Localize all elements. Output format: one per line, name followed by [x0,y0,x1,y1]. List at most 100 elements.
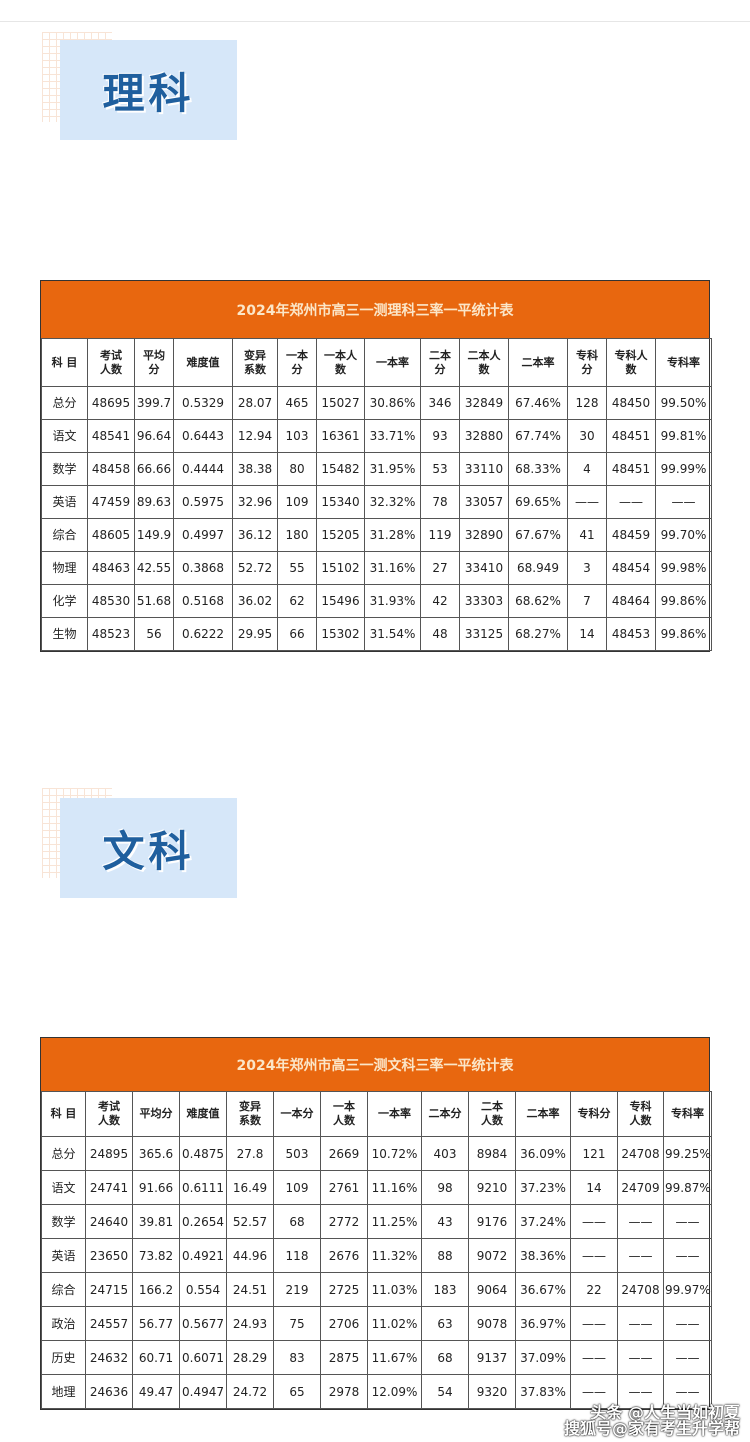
table-cell: 68 [273,1204,321,1239]
table-cell: 27.8 [226,1136,274,1171]
table-cell: 67.46% [508,386,568,420]
table-cell: 99.86% [655,584,712,618]
table-cell: 48530 [87,584,135,618]
column-header: 平均分 [132,1091,180,1137]
table-cell: 38.38 [232,452,278,486]
table-cell: 0.5975 [173,485,233,519]
table-cell: 28.07 [232,386,278,420]
table-cell: 99.25% [663,1136,712,1171]
table-cell: 9176 [468,1204,516,1239]
column-header: 二本 分 [420,338,460,387]
table-cell: 数学 [41,1204,86,1239]
table-cell: 2761 [320,1170,368,1205]
table-cell: 68.27% [508,617,568,651]
table-cell: 综合 [41,518,88,552]
table-cell: 24.72 [226,1374,274,1409]
table-cell: —— [570,1238,618,1273]
table-cell: 0.4997 [173,518,233,552]
table-cell: —— [617,1374,664,1409]
table-cell: —— [663,1374,712,1409]
table-cell: 4 [567,452,607,486]
table-cell: 11.02% [367,1306,422,1341]
column-header: 专科率 [663,1091,712,1137]
table-cell: 56 [134,617,174,651]
table-cell: 15205 [316,518,365,552]
table-cell: 109 [273,1170,321,1205]
table-cell: 38.36% [515,1238,571,1273]
table-cell: 15302 [316,617,365,651]
table-cell: 99.97% [663,1272,712,1307]
table-cell: 119 [420,518,460,552]
table-cell: 9064 [468,1272,516,1307]
table-cell: 99.81% [655,419,712,453]
table-cell: 24557 [85,1306,133,1341]
table-cell: —— [663,1306,712,1341]
column-header: 考试 人数 [85,1091,133,1137]
table-cell: 0.3868 [173,551,233,585]
table-cell: 15496 [316,584,365,618]
table-cell: 180 [277,518,317,552]
table-cell: 24741 [85,1170,133,1205]
table-cell: —— [567,485,607,519]
table-cell: 149.9 [134,518,174,552]
table-cell: 综合 [41,1272,86,1307]
column-header: 难度值 [179,1091,227,1137]
table-cell: 10.72% [367,1136,422,1171]
table-cell: 47459 [87,485,135,519]
section-header-science: 理科 [60,40,237,140]
table-cell: —— [617,1238,664,1273]
table-cell: 96.64 [134,419,174,453]
table-cell: 39.81 [132,1204,180,1239]
table-cell: 51.68 [134,584,174,618]
table-cell: 32880 [459,419,509,453]
table-cell: 63 [421,1306,469,1341]
table-row: 数学 24640 39.81 0.2654 52.57 68 2772 11.25% 43 917… [41,1204,712,1239]
table-row: 政治 24557 56.77 0.5677 24.93 75 2706 11.02% 63 907… [41,1306,712,1341]
table-cell: 37.24% [515,1204,571,1239]
table-cell: 14 [570,1170,618,1205]
column-header: 变异 系数 [232,338,278,387]
table-cell: 99.87% [663,1170,712,1205]
table-cell: 11.25% [367,1204,422,1239]
table-cell: 68 [421,1340,469,1375]
table-cell: 2669 [320,1136,368,1171]
table-cell: —— [570,1306,618,1341]
column-header: 专科率 [655,338,712,387]
table-cell: 总分 [41,386,88,420]
table-cell: 52.72 [232,551,278,585]
column-header: 难度值 [173,338,233,387]
table-cell: 2978 [320,1374,368,1409]
table-row: 总分 24895 365.6 0.4875 27.8 503 2669 10.72% 403 89… [41,1136,712,1171]
table-cell: 0.5329 [173,386,233,420]
table-cell: 36.67% [515,1272,571,1307]
table-cell: 14 [567,617,607,651]
table-cell: 15482 [316,452,365,486]
column-header: 二本率 [508,338,568,387]
table-row: 生物 48523 56 0.6222 29.95 66 15302 31.54% 48 33125… [41,617,712,651]
table-cell: 33303 [459,584,509,618]
table-cell: 66.66 [134,452,174,486]
table-cell: 24715 [85,1272,133,1307]
column-header: 一本 人数 [320,1091,368,1137]
table-cell: 总分 [41,1136,86,1171]
liberal-arts-stats-table: 2024年郑州市高三一测文科三率一平统计表 科 目考试 人数 平均分 难度值 变异 系… [40,1037,712,1410]
column-header: 二本人 数 [459,338,509,387]
table-row: 数学 48458 66.66 0.4444 38.38 80 15482 31.95% 53 33… [41,452,712,486]
column-header: 平均 分 [134,338,174,387]
table-cell: 121 [570,1136,618,1171]
table-cell: 67.67% [508,518,568,552]
table-cell: —— [663,1238,712,1273]
table-cell: 英语 [41,1238,86,1273]
table-cell: 60.71 [132,1340,180,1375]
watermark-line: 头条 @人生当如初夏 [590,1403,740,1422]
table-cell: 2676 [320,1238,368,1273]
table-cell: 32849 [459,386,509,420]
table-cell: 93 [420,419,460,453]
table-cell: 48450 [606,386,656,420]
table-cell: 48523 [87,617,135,651]
column-header: 一本分 [273,1091,321,1137]
column-header: 一本 分 [277,338,317,387]
table-cell: 98 [421,1170,469,1205]
table-cell: —— [617,1306,664,1341]
table-cell: 67.74% [508,419,568,453]
